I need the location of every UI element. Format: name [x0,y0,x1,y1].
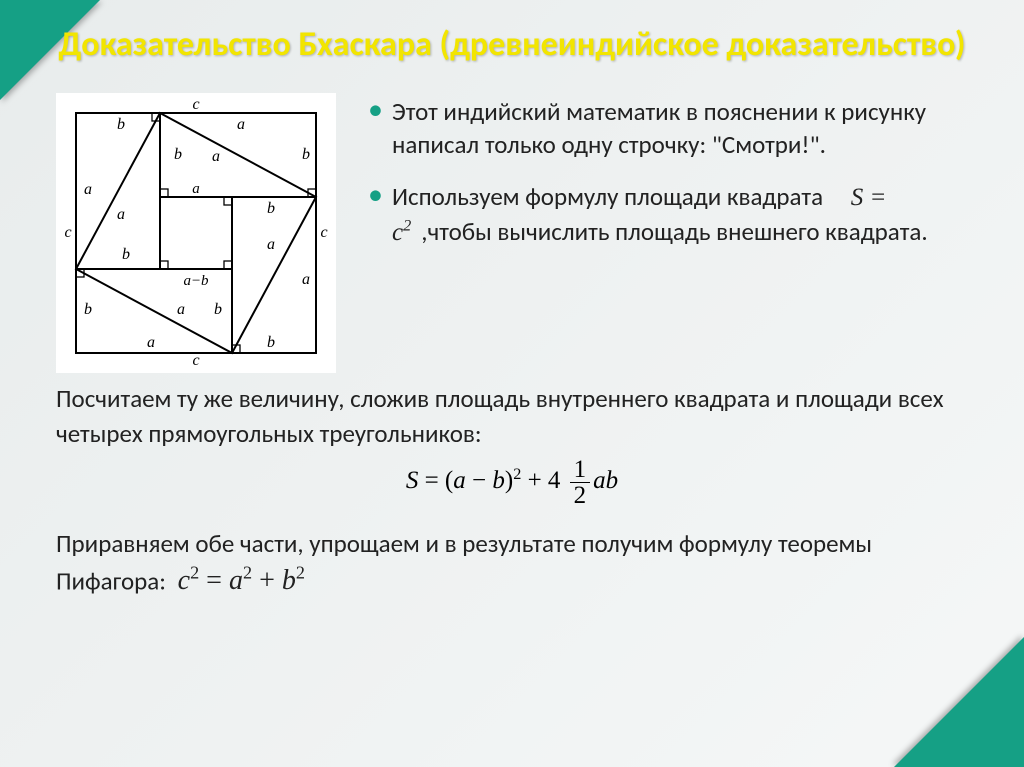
paragraph-1: Посчитаем ту же величину, сложив площадь… [56,381,968,451]
formula-pythagoras: c2 = a2 + b2 [178,565,305,596]
svg-text:a: a [212,148,220,165]
content-row: c c c c b a b a b a b a a a a a b [56,93,968,373]
svg-text:a: a [147,334,155,351]
svg-text:c: c [320,224,327,241]
paragraph-2: Приравняем обе части, упрощаем и в резул… [56,526,968,601]
svg-text:a: a [302,271,310,288]
svg-text:b: b [84,301,92,318]
slide-content: Доказательство Бхаскара (древнеиндийское… [0,0,1024,600]
svg-text:a: a [237,116,245,133]
bhaskara-svg: c c c c b a b a b a b a a a a a b [62,99,330,367]
svg-text:b: b [174,146,182,163]
svg-text:a−b: a−b [183,273,209,289]
svg-text:b: b [117,116,125,133]
svg-text:a: a [192,181,200,197]
bullet-1-text: Этот индийский математик в пояснении к р… [392,96,926,161]
svg-text:c: c [64,224,71,241]
bullet-2-text-a: Используем формулу площади квадрата [392,181,823,212]
svg-text:b: b [267,334,275,351]
bullet-2: Используем формулу площади квадрата S = … [366,180,968,250]
slide-title: Доказательство Бхаскара (древнеиндийское… [56,24,968,67]
svg-text:a: a [117,206,125,223]
svg-text:b: b [302,146,310,163]
svg-text:b: b [214,301,222,318]
corner-accent-bottom-right [894,637,1024,767]
svg-text:b: b [122,246,130,263]
bullet-list: Этот индийский математик в пояснении к р… [366,93,968,268]
svg-text:c: c [192,99,199,113]
bullet-2-text-b: ,чтобы вычислить площадь внешнего квадра… [421,216,927,247]
bullet-1: Этот индийский математик в пояснении к р… [366,95,968,163]
svg-text:b: b [267,200,275,217]
svg-text:a: a [177,301,185,318]
svg-text:a: a [84,181,92,198]
formula-s-ab: S = (a − b)2 + 4 12ab [56,457,968,508]
bhaskara-diagram: c c c c b a b a b a b a a a a a b [56,93,336,373]
svg-text:c: c [192,352,199,367]
svg-text:a: a [267,236,275,253]
